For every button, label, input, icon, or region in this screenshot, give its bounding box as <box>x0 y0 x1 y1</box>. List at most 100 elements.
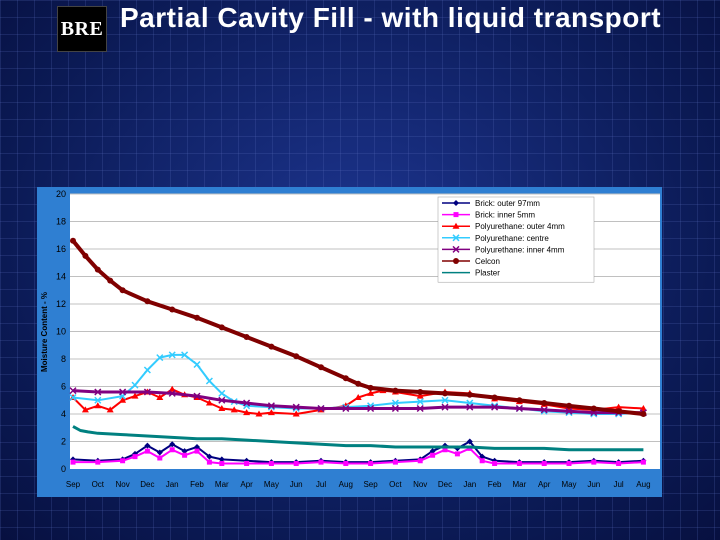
series-1-point-24 <box>492 461 498 466</box>
series-5-point-14 <box>355 380 362 387</box>
series-line-6 <box>72 425 644 452</box>
series-4-point-20 <box>565 407 573 415</box>
series-3-point-6 <box>168 351 176 359</box>
series-1-point-16 <box>368 461 374 466</box>
series-5-point-19 <box>466 391 473 398</box>
x-tick-17: Feb <box>488 480 502 489</box>
series-4-point-11 <box>342 404 350 413</box>
legend-marker-3 <box>452 234 460 242</box>
series-3-point-19 <box>416 398 424 406</box>
series-1-point-8 <box>194 448 200 454</box>
series-2-point-32 <box>615 403 623 410</box>
series-2-point-15 <box>255 410 263 417</box>
series-5-point-13 <box>342 375 349 382</box>
series-2-point-17 <box>292 410 300 417</box>
series-4-point-2 <box>119 388 127 396</box>
series-5-point-15 <box>367 384 374 391</box>
legend: Brick: outer 97mm Brick: inner 5mm Polyure… <box>437 196 595 283</box>
series-1-point-0 <box>70 459 76 465</box>
series-0-point-6 <box>169 441 176 448</box>
series-2-point-20 <box>354 394 362 400</box>
series-2-point-13 <box>230 406 238 413</box>
series-2-point-8 <box>168 385 176 392</box>
series-1-point-18 <box>417 458 423 464</box>
series-1 <box>70 445 646 466</box>
series-5-point-3 <box>107 277 114 284</box>
y-tick-labels: 0 2 4 6 8 10 12 14 16 18 20 <box>56 189 66 474</box>
series-5-point-8 <box>218 324 225 331</box>
series-1-point-4 <box>144 448 150 454</box>
x-tick-1: Oct <box>92 480 105 489</box>
legend-marker-1 <box>453 212 459 218</box>
series-4-point-14 <box>416 404 424 413</box>
series-5-point-22 <box>541 400 548 406</box>
series-1-point-28 <box>591 459 597 465</box>
series-3-point-8 <box>193 360 201 369</box>
series-3-point-5 <box>156 354 164 362</box>
legend-label-3: Polyurethane: centre <box>475 234 549 243</box>
legend-marker-2 <box>452 222 460 229</box>
series-4-point-4 <box>168 389 176 397</box>
x-tick-14: Nov <box>413 480 427 489</box>
series-0-point-5 <box>156 449 163 456</box>
series-2-point-4 <box>119 396 127 403</box>
x-tick-15: Dec <box>438 480 452 489</box>
chart-frame: 0 2 4 6 8 10 12 14 16 18 20 Sep Oct Nov Dec Jan Feb Mar A… <box>37 187 662 497</box>
series-3-point-1 <box>94 396 102 404</box>
series-2-point-16 <box>267 409 275 416</box>
bre-logo: BRE <box>57 6 107 52</box>
x-tick-21: Jun <box>587 480 600 489</box>
series-1-point-10 <box>219 461 225 466</box>
y-tick-4: 4 <box>61 409 66 419</box>
legend-marker-0 <box>453 200 459 206</box>
series-5-point-25 <box>615 408 622 415</box>
series-0-point-9 <box>206 453 213 460</box>
series-5-point-7 <box>194 314 200 321</box>
x-tick-19: Apr <box>538 480 551 489</box>
legend-label-1: Brick: inner 5mm <box>475 211 535 220</box>
series-5-point-1 <box>82 252 89 259</box>
series-4-point-10 <box>317 404 325 413</box>
x-tick-20: May <box>561 480 576 489</box>
series-1-point-2 <box>120 458 126 464</box>
series-2-point-14 <box>243 409 251 416</box>
y-tick-16: 16 <box>56 244 66 254</box>
series-2-point-24 <box>416 392 424 399</box>
legend-marker-5 <box>453 258 459 264</box>
series-1-point-23 <box>479 458 485 464</box>
series-1-point-13 <box>293 461 299 466</box>
y-tick-14: 14 <box>56 272 66 282</box>
series-1-point-6 <box>169 447 175 453</box>
x-tick-11: Aug <box>339 480 353 489</box>
series-1-point-26 <box>541 461 547 466</box>
series-2-point-1 <box>81 406 89 413</box>
series-3-point-20 <box>441 396 449 404</box>
series-5-point-6 <box>169 306 176 313</box>
series-0-point-4 <box>144 442 151 449</box>
series-4-point-5 <box>193 392 201 400</box>
series-5-point-0 <box>70 237 76 244</box>
series-5-point-4 <box>119 287 126 294</box>
series-0-point-10 <box>218 456 225 463</box>
legend-box <box>437 196 595 283</box>
y-tick-12: 12 <box>56 299 66 309</box>
series-5-point-21 <box>516 397 523 404</box>
series-1-point-9 <box>206 459 212 465</box>
series-5-point-17 <box>417 389 424 395</box>
y-tick-0: 0 <box>61 464 66 474</box>
series-4-point-16 <box>466 403 474 411</box>
series-3-point-18 <box>391 399 399 407</box>
x-tick-16: Jan <box>463 480 476 489</box>
series-1-point-7 <box>182 452 188 458</box>
series-0-point-8 <box>194 444 200 450</box>
y-tick-10: 10 <box>56 327 66 337</box>
legend-label-0: Brick: outer 97mm <box>475 199 540 208</box>
series-1-point-27 <box>566 461 572 466</box>
series-1-point-29 <box>616 461 622 466</box>
series-4-point-8 <box>267 402 275 410</box>
x-tick-0: Sep <box>66 480 81 489</box>
x-tick-4: Jan <box>166 480 179 489</box>
series-2-point-21 <box>367 389 375 396</box>
series-5-point-26 <box>640 411 647 417</box>
series-4-point-6 <box>218 396 226 404</box>
